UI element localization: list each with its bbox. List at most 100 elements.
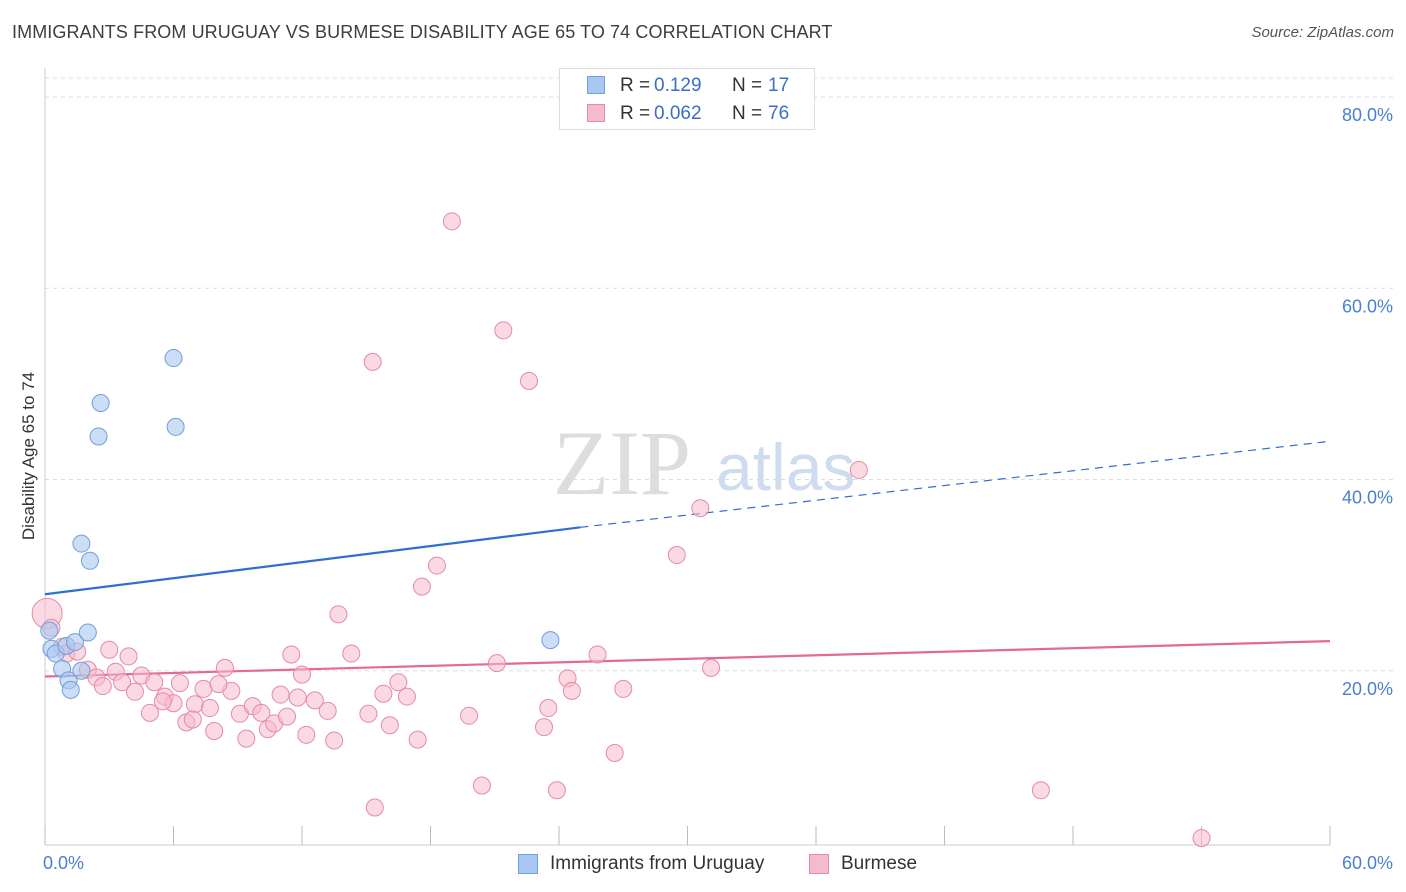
tick-labels: 20.0% 40.0% 60.0% 80.0% 0.0% 60.0% Disability … xyxy=(19,105,1393,873)
burmese-point xyxy=(297,725,316,744)
burmese-point xyxy=(535,718,554,737)
trend-lines xyxy=(44,440,1331,678)
burmese-point xyxy=(849,460,868,479)
uruguay-point xyxy=(72,661,91,680)
x-tick-label: 60.0% xyxy=(1342,853,1393,873)
burmese-swatch xyxy=(587,104,605,122)
burmese-point xyxy=(325,731,344,750)
burmese-point xyxy=(359,704,378,723)
burmese-point xyxy=(145,673,164,692)
burmese-point xyxy=(93,677,112,696)
uruguay-point xyxy=(541,631,560,650)
burmese-point xyxy=(374,684,393,703)
y-axis-label: Disability Age 65 to 74 xyxy=(19,372,38,540)
burmese-point xyxy=(408,730,427,749)
uruguay-point xyxy=(80,551,99,570)
x-tick-label: 0.0% xyxy=(43,853,84,873)
burmese-point xyxy=(215,658,234,677)
burmese-point xyxy=(305,691,324,710)
burmese-point xyxy=(293,665,311,684)
burmese-point xyxy=(119,647,138,666)
burmese-point xyxy=(185,695,204,714)
burmese-point xyxy=(442,212,461,231)
uruguay-swatch xyxy=(518,854,538,874)
burmese-point xyxy=(209,675,228,694)
burmese-point xyxy=(520,372,539,391)
burmese-point xyxy=(200,699,219,718)
burmese-point xyxy=(614,679,633,698)
n-value: 76 xyxy=(768,103,790,124)
burmese-point xyxy=(278,707,297,726)
r-label: R = xyxy=(620,75,651,96)
burmese-point xyxy=(100,640,119,659)
burmese-point xyxy=(487,654,506,673)
uruguay-swatch xyxy=(587,76,605,94)
burmese-point xyxy=(472,776,491,795)
burmese-point xyxy=(389,673,408,692)
burmese-point xyxy=(194,679,213,698)
r-label: R = xyxy=(620,103,651,124)
burmese-point xyxy=(113,673,132,692)
uruguay-trend-line xyxy=(44,526,581,596)
burmese-point xyxy=(397,687,416,706)
legend-label: Burmese xyxy=(841,853,918,874)
burmese-point xyxy=(1192,829,1211,848)
burmese-point xyxy=(427,556,446,575)
burmese-point xyxy=(329,605,348,624)
burmese-point xyxy=(539,699,558,718)
burmese-point xyxy=(183,710,202,729)
burmese-point xyxy=(170,674,189,693)
burmese-point xyxy=(380,716,399,735)
watermark-zip: ZIP xyxy=(553,412,691,514)
zipatlas-watermark: ZIP atlas xyxy=(553,412,855,514)
burmese-point xyxy=(1031,781,1050,800)
y-tick-label: 80.0% xyxy=(1342,105,1393,125)
burmese-point xyxy=(702,658,721,677)
y-tick-label: 60.0% xyxy=(1342,296,1393,316)
watermark-atlas: atlas xyxy=(716,430,855,504)
axes xyxy=(44,68,1331,846)
burmese-point xyxy=(153,692,172,711)
chart-title: IMMIGRANTS FROM URUGUAY VS BURMESE DISAB… xyxy=(12,22,833,42)
grid-lines xyxy=(45,77,1395,672)
burmese-trend-line xyxy=(44,640,1331,678)
burmese-point xyxy=(494,321,513,340)
data-points xyxy=(31,212,1211,848)
uruguay-point xyxy=(164,349,183,368)
burmese-point xyxy=(205,721,224,740)
burmese-point xyxy=(547,781,566,800)
n-value: 17 xyxy=(768,75,790,96)
y-tick-label: 20.0% xyxy=(1342,679,1393,699)
burmese-point xyxy=(342,644,361,663)
burmese-point xyxy=(667,546,686,565)
uruguay-point xyxy=(61,680,80,699)
n-label: N = xyxy=(732,103,763,124)
legend-label: Immigrants from Uruguay xyxy=(550,853,765,874)
stats-legend: R = 0.129 N = 17 R = 0.062 N = 76 xyxy=(559,68,815,130)
burmese-point xyxy=(562,681,581,700)
burmese-point xyxy=(140,703,159,722)
burmese-point xyxy=(605,743,624,762)
burmese-point xyxy=(588,645,607,664)
r-value: 0.062 xyxy=(654,103,702,124)
uruguay-point xyxy=(91,394,110,412)
series-legend: Immigrants from Uruguay Burmese xyxy=(0,852,1406,878)
n-label: N = xyxy=(732,75,763,96)
burmese-point xyxy=(460,706,479,725)
uruguay-point xyxy=(166,417,185,436)
burmese-point xyxy=(691,499,710,518)
uruguay-point xyxy=(40,621,59,640)
burmese-swatch xyxy=(809,854,829,874)
uruguay-trend-extension xyxy=(580,440,1331,528)
burmese-point xyxy=(252,703,271,722)
burmese-point xyxy=(365,798,384,817)
burmese-point xyxy=(282,645,301,664)
uruguay-point xyxy=(78,623,97,642)
burmese-point xyxy=(318,701,337,720)
y-tick-label: 40.0% xyxy=(1342,488,1393,508)
source-credit: Source: ZipAtlas.com xyxy=(1251,24,1394,41)
burmese-point xyxy=(288,688,307,707)
uruguay-point xyxy=(65,633,84,652)
burmese-point xyxy=(363,352,382,371)
